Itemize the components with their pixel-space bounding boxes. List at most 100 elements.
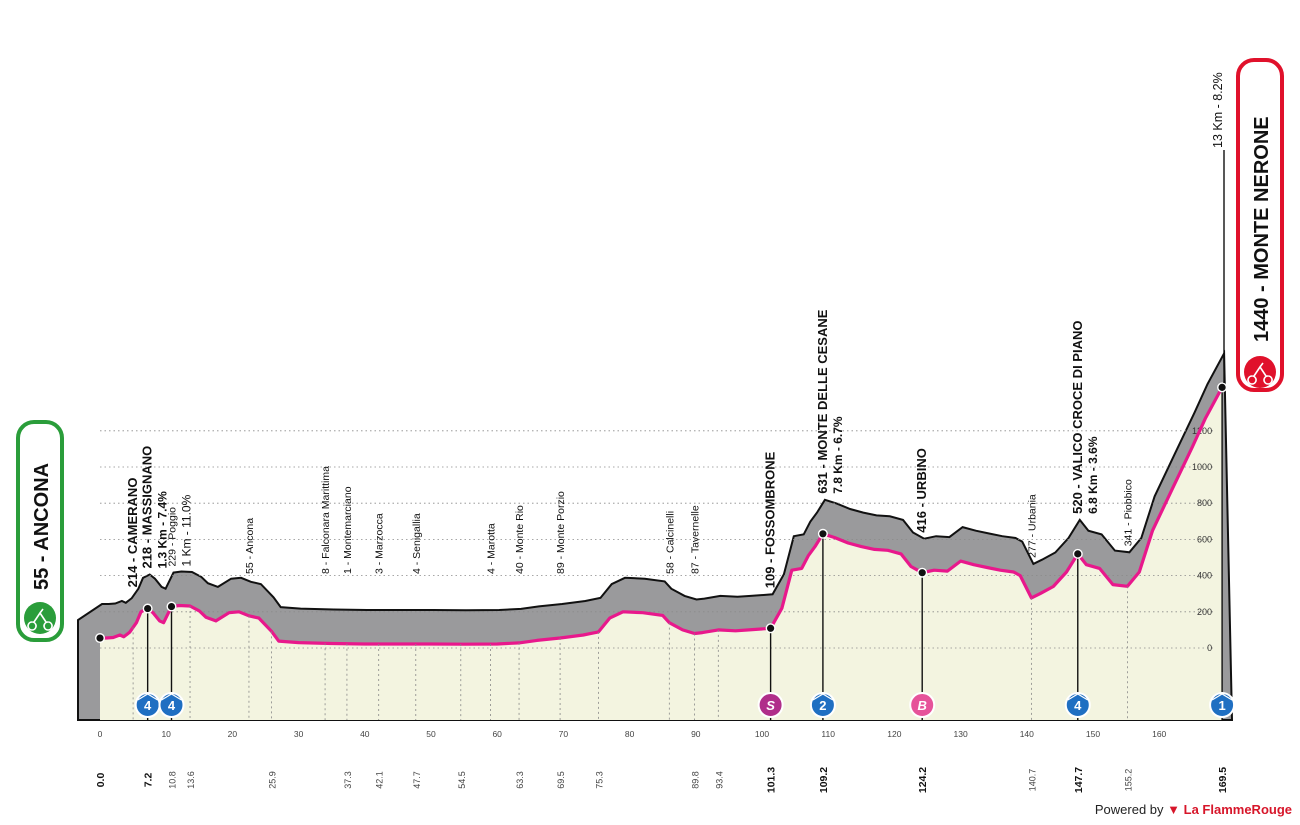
place-label: 341 - Piobbico [1122,479,1134,546]
km-label: 0.0 [95,773,107,788]
kom-chevron [1211,693,1233,701]
km-label: 10.8 [167,771,177,789]
x-tick-label: 60 [492,729,502,739]
finish-name: 1440 - MONTE NERONE [1251,116,1273,342]
x-tick-label: 30 [294,729,304,739]
start-name: 55 - ANCONA [31,463,53,590]
place-label: 4 - Senigallia [411,513,423,574]
category-label: 1 [1218,698,1225,713]
category-badges-layer: 4 4 S 2 B 4 1 [134,692,1236,718]
km-label: 13.6 [186,771,196,789]
place-label: 214 - CAMERANO [125,478,140,588]
place-label: 416 - URBINO [914,448,929,533]
km-label: 63.3 [515,771,525,789]
start-banner: 55 - ANCONA [16,420,64,642]
x-tick-label: 150 [1086,729,1100,739]
climb-stats-label: 7.8 Km - 6.7% [831,416,845,494]
place-label: 87 - Tavernelle [689,505,701,574]
y-tick-label: 400 [1197,571,1212,581]
km-label: 140.7 [1027,769,1037,792]
climb-stats-label: 1.3 Km - 7.4% [156,491,170,569]
category-label: 4 [168,698,176,713]
marker-dots-layer [94,382,1228,644]
km-label: 42.1 [375,771,385,789]
x-tick-label: 40 [360,729,370,739]
x-tick-label: 0 [98,729,103,739]
x-tick-label: 70 [559,729,569,739]
km-label: 155.2 [1123,769,1133,792]
x-tick-label: 140 [1020,729,1034,739]
category-label: 2 [819,698,826,713]
y-tick-label: 0 [1207,643,1212,653]
x-tick-label: 50 [426,729,436,739]
profile-fill-layer [100,387,1223,720]
kom-badge [1209,692,1236,718]
x-axis-layer: 0 10 20 30 40 50 60 70 80 90 100 110 120 130 140 150 160… [95,729,1229,793]
place-label: 229 - Poggio [166,507,178,567]
place-label: 277 - Urbania [1026,494,1038,558]
km-label: 47.7 [412,771,422,789]
bike-glyph-icon [27,608,53,631]
km-label: 69.5 [556,771,566,789]
place-label: 58 - Calcinelli [664,511,676,574]
kom-chevron [137,693,158,701]
km-label: 147.7 [1073,767,1085,793]
x-tick-label: 100 [755,729,769,739]
y-tick-label: 600 [1197,534,1212,544]
bike-glyph-icon [1247,362,1273,385]
brand-name: La FlammeRouge [1183,802,1292,817]
climb-stats-label: 6.8 Km - 3.6% [1086,436,1100,514]
km-label: 89.8 [690,771,700,789]
x-tick-label: 120 [887,729,901,739]
marker-dot [166,601,177,612]
place-label: 218 - MASSIGNANO [140,446,155,569]
bonus-badge [909,692,936,718]
powered-by-label: Powered by [1094,802,1164,817]
bike-start-icon [24,602,56,634]
start-banner-frame [16,420,64,642]
km-label: 124.2 [917,767,929,793]
km-label: 169.5 [1217,767,1229,793]
place-label: 55 - Ancona [244,518,256,574]
grid-layer: 1200 1000 800 600 400 200 0 [100,426,1215,653]
place-label: 8 - Falconara Marittima [320,466,332,574]
marker-dot [765,623,776,634]
marker-dot [817,528,828,539]
marker-dot [1072,548,1083,559]
x-tick-label: 130 [954,729,968,739]
km-label: 37.3 [343,771,353,789]
km-label: 109.2 [818,767,830,793]
km-label: 54.5 [457,771,467,789]
kom-chevron [1067,693,1089,701]
category-label: B [918,698,927,713]
place-label: 1 - Montemarciano [342,486,354,574]
y-tick-label: 1000 [1192,462,1212,472]
flamme-rouge-logo-icon: ▼ [1167,802,1181,817]
marker-dot [94,633,105,644]
climb-stats-label: 1 Km - 11.0% [179,494,193,566]
km-label: 75.3 [594,771,604,789]
marker-dot [917,567,928,578]
place-label: 4 - Marotta [486,523,498,574]
category-label: 4 [144,698,152,713]
x-tick-label: 110 [821,729,835,739]
y-tick-label: 800 [1197,498,1212,508]
category-label: 4 [1074,698,1082,713]
km-label: 93.4 [714,771,724,789]
finish-banner: 1440 - MONTE NERONE 13 Km - 8.2% [1211,58,1284,392]
y-tick-label: 1200 [1192,426,1212,436]
x-tick-label: 80 [625,729,635,739]
x-tick-label: 10 [161,729,171,739]
place-label: 3 - Marzocca [374,513,386,574]
km-label: 25.9 [267,771,277,789]
marker-dot [142,603,153,614]
marker-labels-layer: 214 - CAMERANO 218 - MASSIGNANO 1.3 Km - 7… [125,309,1134,588]
km-label: 7.2 [143,773,155,788]
kom-badge [809,692,836,718]
place-label: 109 - FOSSOMBRONE [763,451,778,588]
place-label: 89 - Monte Porzio [555,491,567,574]
x-tick-label: 160 [1152,729,1166,739]
place-label: 40 - Monte Rio [514,505,526,574]
place-label: 520 - VALICO CROCE DI PIANO [1070,321,1085,514]
